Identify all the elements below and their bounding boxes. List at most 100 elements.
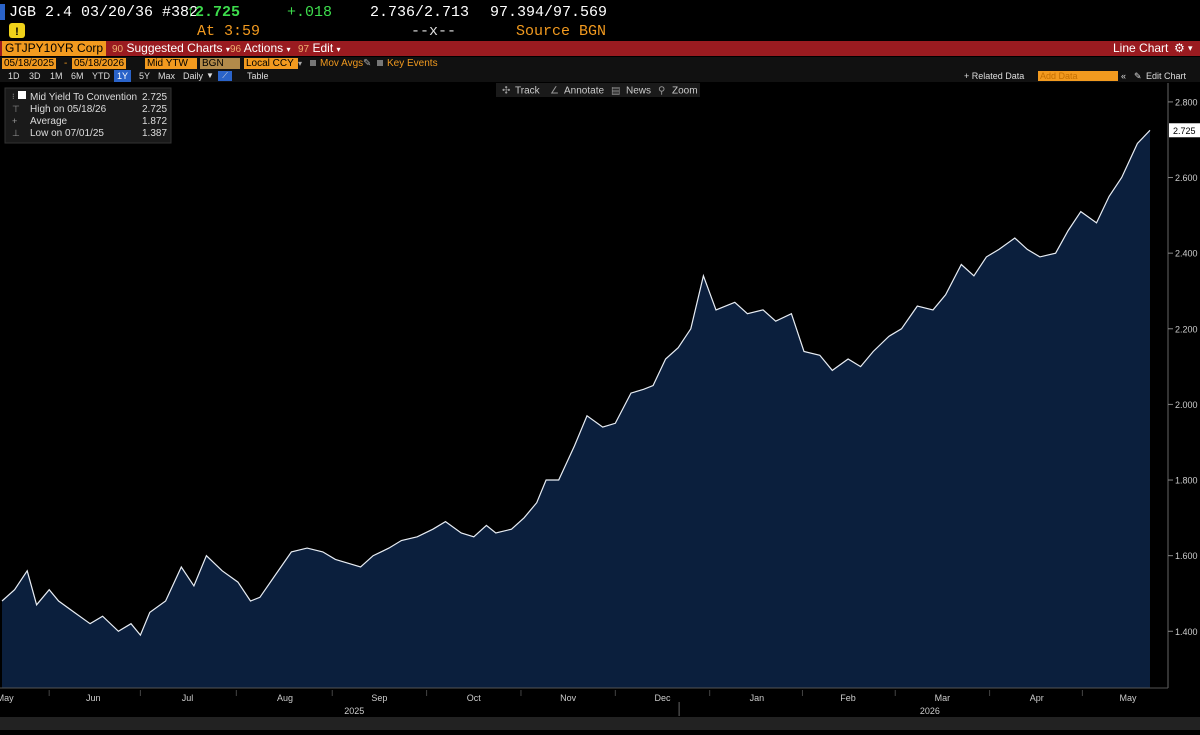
y-tick-label: 2.600	[1175, 173, 1198, 183]
collapse-icon[interactable]: «	[1121, 71, 1127, 81]
y-tick-label: 2.000	[1175, 400, 1198, 410]
bid-ask-yield: 2.736/2.713	[370, 4, 470, 21]
quote-source: Source BGN	[516, 23, 607, 40]
key-events-label[interactable]: Key Events	[387, 58, 438, 69]
year-label: 2025	[344, 706, 364, 716]
mov-avgs-checkbox[interactable]	[310, 60, 316, 66]
suggested-charts-label: Suggested Charts	[126, 41, 223, 55]
chevron-down-icon: ▾	[225, 45, 230, 54]
chevron-down-icon[interactable]: ▾	[1188, 43, 1193, 53]
settings-icon[interactable]: ⚙	[1174, 41, 1185, 55]
x-tick-label: Jan	[750, 693, 765, 703]
x-tick-label: Apr	[1030, 693, 1044, 703]
add-data-input[interactable]: Add Data	[1038, 71, 1118, 81]
track-icon: ✣	[502, 86, 510, 97]
high-marker-icon: ⊤	[12, 104, 20, 114]
security-marker	[0, 4, 5, 20]
parameter-bar: 05/18/2025 - 05/18/2026 Mid YTW BGN Loca…	[0, 57, 1200, 70]
chevron-down-icon[interactable]: ▼	[206, 71, 214, 80]
range-3d[interactable]: 3D	[29, 71, 41, 81]
table-toggle[interactable]: Table	[247, 71, 269, 81]
series-area	[2, 130, 1150, 689]
edit-chart-button[interactable]: Edit Chart	[1146, 71, 1187, 81]
tool-news[interactable]: News	[626, 86, 651, 97]
scrollbar-track	[0, 717, 1200, 730]
bid-ask-price: 97.394/97.569	[490, 4, 608, 21]
news-icon: ▤	[611, 86, 620, 97]
x-tick-label: Nov	[560, 693, 577, 703]
line-chart-icon[interactable]: ⟋	[218, 71, 232, 81]
range-bar: 1D 3D 1M 6M YTD 1Y 5Y Max Daily ▼ ⟋ Tabl…	[0, 70, 1200, 82]
suggested-charts-menu[interactable]: 90 Suggested Charts ▾	[112, 41, 230, 57]
legend-box	[4, 87, 172, 144]
quote-time: At 3:59	[197, 23, 261, 40]
edit-label: Edit	[312, 41, 334, 55]
edit-menu[interactable]: 97 Edit ▾	[298, 41, 341, 57]
range-1y[interactable]: 1Y	[114, 70, 132, 82]
pencil-icon[interactable]: ✎	[1134, 71, 1142, 81]
x-tick-label: Feb	[840, 693, 856, 703]
legend-menu-icon[interactable]: ⁝	[12, 92, 15, 101]
quote-size: --x--	[411, 23, 457, 40]
y-tick-label: 1.600	[1175, 551, 1198, 561]
range-1d[interactable]: 1D	[8, 71, 20, 81]
alert-icon[interactable]: !	[9, 23, 25, 38]
last-value-tag	[1169, 123, 1200, 138]
tool-zoom[interactable]: Zoom	[672, 86, 698, 97]
edit-number: 97	[298, 44, 310, 55]
security-name[interactable]: JGB 2.4 03/20/36 #382	[9, 4, 199, 21]
series-line	[1, 129, 1151, 637]
average-marker-icon: +	[12, 116, 17, 126]
svg-text:!: !	[15, 26, 19, 38]
key-events-checkbox[interactable]	[377, 60, 383, 66]
last-value-label: 2.725	[1173, 126, 1196, 136]
source-selector[interactable]: BGN	[200, 58, 240, 69]
legend-average-label: Average	[30, 116, 68, 127]
yield-change: +.018	[287, 4, 333, 21]
x-tick-label: Sep	[371, 693, 387, 703]
chart-type-label[interactable]: Line Chart	[1113, 41, 1169, 55]
plot-layer	[1, 129, 1151, 689]
range-5y[interactable]: 5Y	[139, 71, 151, 81]
yield-chart[interactable]: 1.400 1.600 1.800 2.000 2.200 2.400 2.600 2.800…	[0, 83, 1200, 730]
actions-number: 96	[230, 44, 242, 55]
start-date-field[interactable]: 05/18/2025	[2, 58, 57, 69]
end-date-field[interactable]: 05/18/2026	[72, 58, 127, 69]
related-data-button[interactable]: + Related Data	[964, 71, 1025, 81]
actions-menu[interactable]: 96 Actions ▾	[230, 41, 291, 57]
tool-annotate[interactable]: Annotate	[564, 86, 604, 97]
periodicity-selector[interactable]: Daily	[183, 71, 204, 81]
ticker-field[interactable]: GTJPY10YR Corp	[2, 41, 107, 56]
quote-header: JGB 2.4 03/20/36 #382 ↑2.725 +.018 2.736…	[0, 0, 1200, 41]
chart-tools-background	[496, 83, 700, 97]
y-tick-label: 2.400	[1175, 249, 1198, 259]
chart-toolbar: GTJPY10YR Corp 90 Suggested Charts ▾ 96 …	[0, 41, 1200, 56]
chart-tools: ✣ Track ∠ Annotate ▤ News ⚲ Zoom	[496, 83, 700, 97]
legend-series-label: Mid Yield To Convention	[30, 92, 137, 103]
range-1m[interactable]: 1M	[50, 71, 63, 81]
y-tick-label: 2.800	[1175, 97, 1198, 107]
year-label: 2026	[920, 706, 940, 716]
suggested-charts-number: 90	[112, 44, 124, 55]
range-max[interactable]: Max	[158, 71, 176, 81]
mov-avgs-label[interactable]: Mov Avgs	[320, 58, 364, 69]
range-6m[interactable]: 6M	[71, 71, 84, 81]
zoom-icon: ⚲	[658, 86, 665, 97]
currency-selector[interactable]: Local CCY	[244, 58, 298, 69]
legend-swatch	[18, 91, 26, 99]
x-tick-label: Jul	[182, 693, 194, 703]
chart-area[interactable]: 1.400 1.600 1.800 2.000 2.200 2.400 2.600 2.800…	[0, 83, 1200, 730]
range-ytd[interactable]: YTD	[92, 71, 110, 81]
chevron-down-icon[interactable]: ▾	[298, 59, 303, 68]
field-selector[interactable]: Mid YTW	[145, 58, 197, 69]
tool-track[interactable]: Track	[515, 86, 541, 97]
x-tick-label: Aug	[277, 693, 293, 703]
last-yield: ↑2.725	[186, 4, 241, 21]
y-tick-label: 1.400	[1175, 627, 1198, 637]
pencil-icon[interactable]: ✎	[363, 58, 372, 69]
legend: ⁝ Mid Yield To Convention 2.725 ⊤ High o…	[4, 87, 172, 144]
legend-series-value: 2.725	[142, 92, 167, 103]
date-separator: -	[64, 58, 68, 69]
chevron-down-icon: ▾	[286, 45, 291, 54]
chevron-down-icon: ▾	[336, 45, 341, 54]
